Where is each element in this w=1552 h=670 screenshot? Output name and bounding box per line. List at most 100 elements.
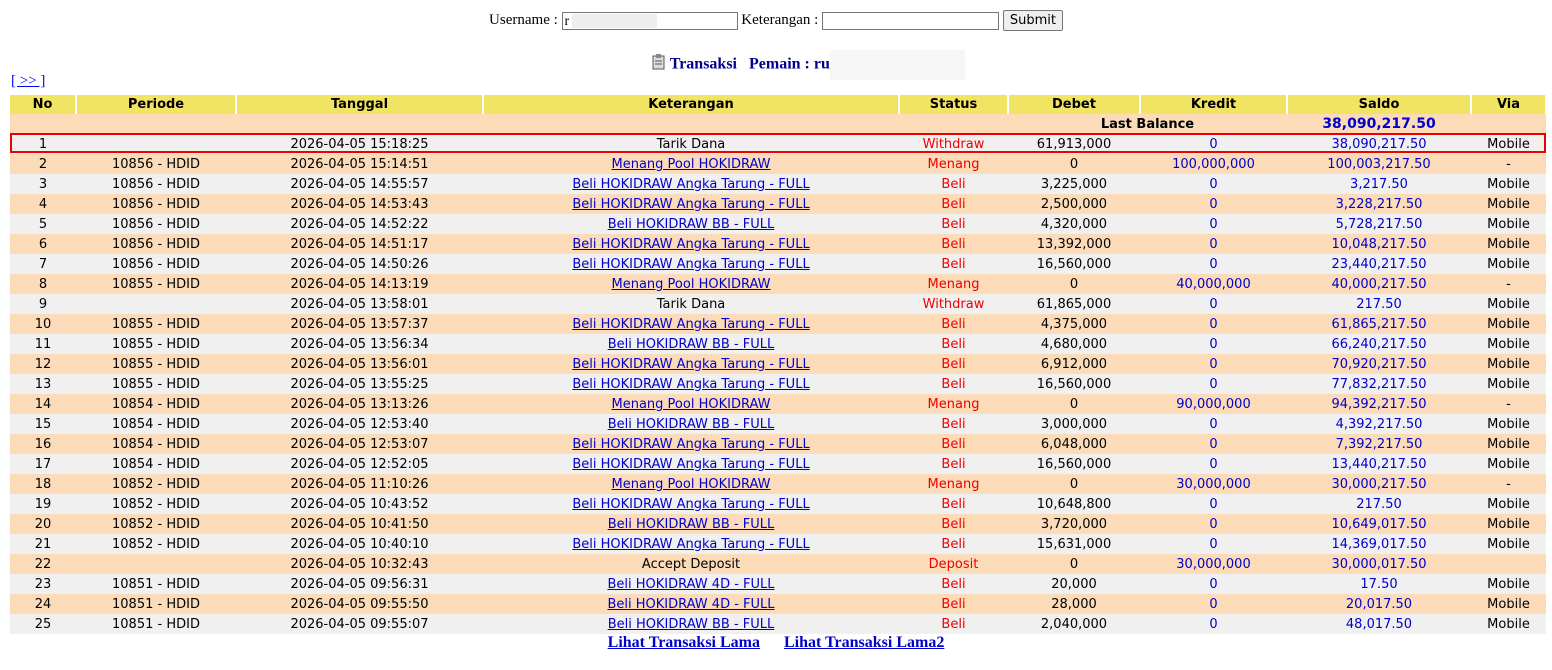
periode-cell: 10856 - HDID [76, 174, 236, 194]
keterangan-cell[interactable]: Beli HOKIDRAW BB - FULL [483, 214, 899, 234]
cell [76, 134, 236, 154]
tanggal-cell: 2026-04-05 14:51:17 [236, 234, 483, 254]
keterangan-cell[interactable]: Beli HOKIDRAW BB - FULL [483, 334, 899, 354]
saldo-cell: 38,090,217.50 [1287, 134, 1471, 154]
keterangan-cell[interactable]: Beli HOKIDRAW Angka Tarung - FULL [483, 494, 899, 514]
saldo-cell: 3,228,217.50 [1287, 194, 1471, 214]
debet-cell: 0 [1008, 274, 1140, 294]
keterangan-cell[interactable]: Beli HOKIDRAW Angka Tarung - FULL [483, 354, 899, 374]
keterangan-cell[interactable]: Beli HOKIDRAW BB - FULL [483, 614, 899, 634]
keterangan-cell[interactable]: Beli HOKIDRAW Angka Tarung - FULL [483, 374, 899, 394]
keterangan-cell[interactable]: Menang Pool HOKIDRAW [483, 154, 899, 174]
keterangan-cell[interactable]: Beli HOKIDRAW Angka Tarung - FULL [483, 534, 899, 554]
saldo-cell: 40,000,217.50 [1287, 274, 1471, 294]
title: Transaksi Pemain : ru [652, 50, 965, 80]
no-cell: 24 [10, 594, 76, 614]
keterangan-cell[interactable]: Beli HOKIDRAW BB - FULL [483, 514, 899, 534]
kredit-cell: 0 [1140, 454, 1287, 474]
kredit-cell: 0 [1140, 334, 1287, 354]
keterangan-label: Keterangan : [741, 12, 819, 28]
keterangan-cell[interactable]: Menang Pool HOKIDRAW [483, 474, 899, 494]
via-cell: Mobile [1471, 134, 1546, 154]
submit-button[interactable]: Submit [1002, 10, 1063, 32]
keterangan-cell[interactable]: Beli HOKIDRAW Angka Tarung - FULL [483, 174, 899, 194]
tanggal-cell: 2026-04-05 09:55:07 [236, 614, 483, 634]
keterangan-cell[interactable]: Beli HOKIDRAW 4D - FULL [483, 594, 899, 614]
old-link[interactable]: Lihat Transaksi Lama [607, 634, 760, 651]
status-cell: Deposit [899, 554, 1008, 574]
status-cell: Beli [899, 374, 1008, 394]
tanggal-cell: 2026-04-05 14:13:19 [236, 274, 483, 294]
kredit-cell: 0 [1140, 234, 1287, 254]
keterangan-cell[interactable]: Beli HOKIDRAW Angka Tarung - FULL [483, 454, 899, 474]
header-cell: Keterangan [483, 95, 900, 114]
keterangan-cell[interactable]: Beli HOKIDRAW Angka Tarung - FULL [483, 314, 899, 334]
periode-cell: 10855 - HDID [76, 334, 236, 354]
username-input[interactable]: r [561, 11, 738, 30]
keterangan-cell[interactable]: Beli HOKIDRAW BB - FULL [483, 414, 899, 434]
no-cell: 6 [10, 234, 76, 254]
debet-cell: 16,560,000 [1008, 454, 1140, 474]
saldo-cell: 217.50 [1287, 294, 1471, 314]
kredit-cell: 0 [1140, 354, 1287, 374]
keterangan-cell[interactable]: Menang Pool HOKIDRAW [483, 274, 899, 294]
via-cell: Mobile [1471, 514, 1546, 534]
periode-cell: 10854 - HDID [76, 414, 236, 434]
kredit-cell: 0 [1140, 494, 1287, 514]
saldo-cell: 10,649,017.50 [1287, 514, 1471, 534]
status-cell: Beli [899, 434, 1008, 454]
keterangan-cell[interactable]: Menang Pool HOKIDRAW [483, 394, 899, 414]
via-cell: - [1471, 474, 1546, 494]
header-cell: Saldo [1287, 95, 1472, 114]
row: 21 10852 - HDID 2026-04-05 10:40:10 Beli HO… [10, 534, 1546, 554]
old-link-2[interactable]: Lihat Transaksi Lama2 [784, 634, 945, 651]
periode-cell: 10856 - HDID [76, 214, 236, 234]
periode-cell: 10854 - HDID [76, 434, 236, 454]
saldo-cell: 17.50 [1287, 574, 1471, 594]
kredit-cell: 0 [1140, 374, 1287, 394]
kredit-cell: 40,000,000 [1140, 274, 1287, 294]
keterangan-cell[interactable]: Beli HOKIDRAW Angka Tarung - FULL [483, 434, 899, 454]
status-cell: Beli [899, 214, 1008, 234]
keterangan-input[interactable] [822, 11, 1000, 30]
via-cell: Mobile [1471, 234, 1546, 254]
no-cell: 23 [10, 574, 76, 594]
no-cell: 3 [10, 174, 76, 194]
saldo-cell: 30,000,217.50 [1287, 474, 1471, 494]
keterangan-cell[interactable]: Beli HOKIDRAW 4D - FULL [483, 574, 899, 594]
next-link[interactable]: [ >> ] [11, 73, 46, 89]
kredit-cell: 0 [1140, 414, 1287, 434]
keterangan-cell[interactable]: Beli HOKIDRAW Angka Tarung - FULL [483, 194, 899, 214]
via-cell: - [1471, 274, 1546, 294]
kredit-cell: 0 [1140, 254, 1287, 274]
periode-cell: 10852 - HDID [76, 534, 236, 554]
row: 12 10855 - HDID 2026-04-05 13:56:01 Beli HO… [10, 354, 1546, 374]
debet-cell: 16,560,000 [1008, 254, 1140, 274]
row: 20 10852 - HDID 2026-04-05 10:41:50 Beli HO… [10, 514, 1546, 534]
saldo-cell: 61,865,217.50 [1287, 314, 1471, 334]
keterangan-cell[interactable]: Beli HOKIDRAW Angka Tarung - FULL [483, 254, 899, 274]
footer: Lihat Transaksi Lama Lihat Transaksi Lam… [0, 634, 1552, 652]
saldo-cell: 5,728,217.50 [1287, 214, 1471, 234]
keterangan-cell: Tarik Dana [483, 294, 899, 314]
debet-cell: 2,500,000 [1008, 194, 1140, 214]
keterangan-cell[interactable]: Beli HOKIDRAW Angka Tarung - FULL [483, 234, 899, 254]
row: 14 10854 - HDID 2026-04-05 13:13:26 Menang … [10, 394, 1546, 414]
no-cell: 18 [10, 474, 76, 494]
no-cell: 20 [10, 514, 76, 534]
tanggal-cell: 2026-04-05 15:18:25 [236, 134, 483, 154]
periode-cell: 10851 - HDID [76, 614, 236, 634]
status-cell: Beli [899, 514, 1008, 534]
no-cell: 22 [10, 554, 76, 574]
header-cell: Kredit [1140, 95, 1288, 114]
row: 6 10856 - HDID 2026-04-05 14:51:17 Beli HOK… [10, 234, 1546, 254]
debet-cell: 4,375,000 [1008, 314, 1140, 334]
kredit-cell: 0 [1140, 434, 1287, 454]
no-cell: 13 [10, 374, 76, 394]
saldo-cell: 3,217.50 [1287, 174, 1471, 194]
blur [572, 14, 658, 29]
row: 23 10851 - HDID 2026-04-05 09:56:31 Beli HO… [10, 574, 1546, 594]
tanggal-cell: 2026-04-05 13:55:25 [236, 374, 483, 394]
via-cell: Mobile [1471, 494, 1546, 514]
